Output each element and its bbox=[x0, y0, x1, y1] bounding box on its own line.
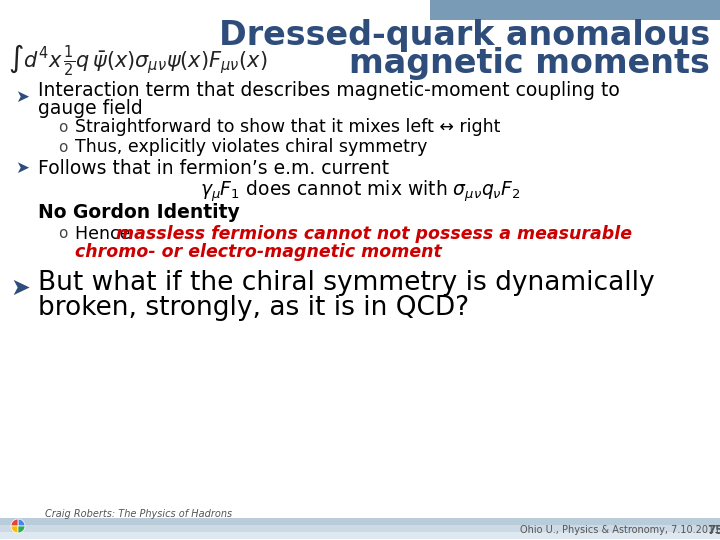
Text: massless fermions cannot not possess a measurable: massless fermions cannot not possess a m… bbox=[116, 225, 632, 243]
Text: $\int d^4x\, \frac{1}{2}q\, \bar{\psi}(x)\sigma_{\mu\nu}\psi(x)F_{\mu\nu}(x)$: $\int d^4x\, \frac{1}{2}q\, \bar{\psi}(x… bbox=[8, 43, 267, 78]
Wedge shape bbox=[18, 526, 25, 533]
Text: chromo- or electro-magnetic moment: chromo- or electro-magnetic moment bbox=[75, 243, 442, 261]
Text: magnetic moments: magnetic moments bbox=[349, 48, 710, 80]
Text: Thus, explicitly violates chiral symmetry: Thus, explicitly violates chiral symmetr… bbox=[75, 138, 428, 156]
Text: Ohio U., Physics & Astronomy, 7.10.2011, 88pgs: Ohio U., Physics & Astronomy, 7.10.2011,… bbox=[520, 525, 720, 535]
Text: ➤: ➤ bbox=[15, 88, 29, 106]
Text: But what if the chiral symmetry is dynamically: But what if the chiral symmetry is dynam… bbox=[38, 270, 654, 296]
Text: Follows that in fermion’s e.m. current: Follows that in fermion’s e.m. current bbox=[38, 159, 389, 178]
Wedge shape bbox=[18, 519, 25, 526]
Text: gauge field: gauge field bbox=[38, 98, 143, 118]
Text: Straightforward to show that it mixes left ↔ right: Straightforward to show that it mixes le… bbox=[75, 118, 500, 136]
Text: ➤: ➤ bbox=[15, 159, 29, 177]
Text: o: o bbox=[58, 226, 68, 241]
Bar bbox=[0, 532, 720, 539]
Text: Dressed-quark anomalous: Dressed-quark anomalous bbox=[219, 18, 710, 51]
Text: ➤: ➤ bbox=[10, 276, 30, 300]
Text: Interaction term that describes magnetic-moment coupling to: Interaction term that describes magnetic… bbox=[38, 82, 620, 100]
Text: broken, strongly, as it is in QCD?: broken, strongly, as it is in QCD? bbox=[38, 295, 469, 321]
Text: 75: 75 bbox=[707, 523, 720, 537]
Bar bbox=[430, 0, 720, 20]
Bar bbox=[0, 525, 720, 532]
Wedge shape bbox=[11, 526, 18, 533]
Text: Craig Roberts: The Physics of Hadrons: Craig Roberts: The Physics of Hadrons bbox=[45, 509, 232, 519]
Text: $\gamma_\mu F_1$ does cannot mix with $\sigma_{\mu\nu}q_\nu F_2$: $\gamma_\mu F_1$ does cannot mix with $\… bbox=[200, 178, 521, 204]
Text: No Gordon Identity: No Gordon Identity bbox=[38, 204, 240, 222]
Text: o: o bbox=[58, 139, 68, 154]
Bar bbox=[0, 518, 720, 525]
Wedge shape bbox=[11, 519, 18, 526]
Text: Hence: Hence bbox=[75, 225, 136, 243]
Text: o: o bbox=[58, 119, 68, 134]
